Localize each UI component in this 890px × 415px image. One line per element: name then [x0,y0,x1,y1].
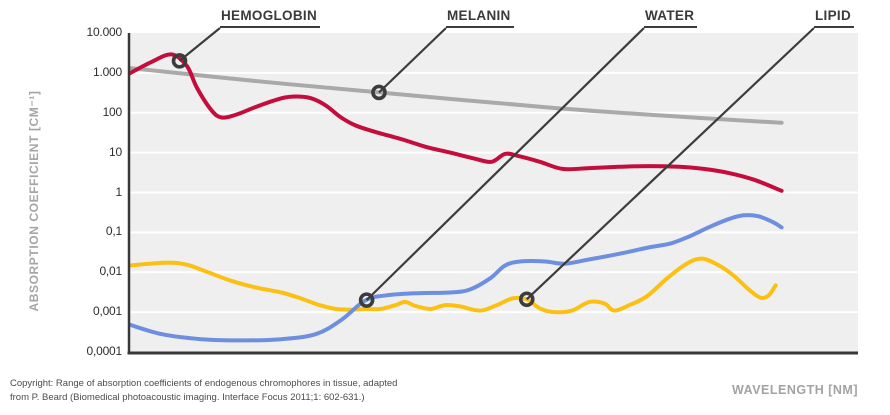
melanin-callout-label: MELANIN [446,8,514,28]
hemoglobin-curve [128,52,784,193]
y-tick-label: 10 [109,144,122,159]
water-marker-ring [358,292,375,308]
hemoglobin-marker-ring [171,53,188,69]
y-tick-label: 0,1 [105,224,122,239]
y-tick-label: 1 [115,184,123,199]
melanin-callout-line [378,27,447,94]
lipid-curve [128,256,778,315]
lipid-callout-line [526,27,815,301]
copyright-line-2: from P. Beard (Biomedical photoacoustic … [10,391,365,403]
y-tick-label: 10.000 [86,25,122,39]
hemoglobin-callout-line [178,27,221,62]
y-axis-title: ABSORPTION COEFFICIENT [CM⁻¹] [27,90,41,312]
melanin-curve [128,66,784,125]
y-tick-label: 100 [102,104,123,119]
lipid-marker-ring [518,291,535,308]
hemoglobin-callout-label: HEMOGLOBIN [220,8,320,28]
copyright-note: Copyright: Range of absorption coefficie… [10,377,397,405]
x-axis-title: WAVELENGTH [NM] [731,383,858,397]
y-tick-label: 0,01 [99,264,122,279]
lipid-callout-label: LIPID [814,8,855,28]
water-callout-label: WATER [644,8,698,28]
water-callout-line [365,27,645,301]
y-tick-label: 0,0001 [86,344,122,358]
y-tick-label: 1.000 [92,64,122,79]
melanin-marker-ring [371,84,387,101]
water-curve [128,213,784,343]
copyright-line-1: Copyright: Range of absorption coefficie… [10,378,398,389]
y-tick-label: 0,001 [92,304,122,319]
